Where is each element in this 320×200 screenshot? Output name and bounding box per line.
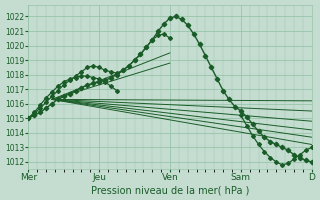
X-axis label: Pression niveau de la mer( hPa ): Pression niveau de la mer( hPa ) [91,185,249,195]
